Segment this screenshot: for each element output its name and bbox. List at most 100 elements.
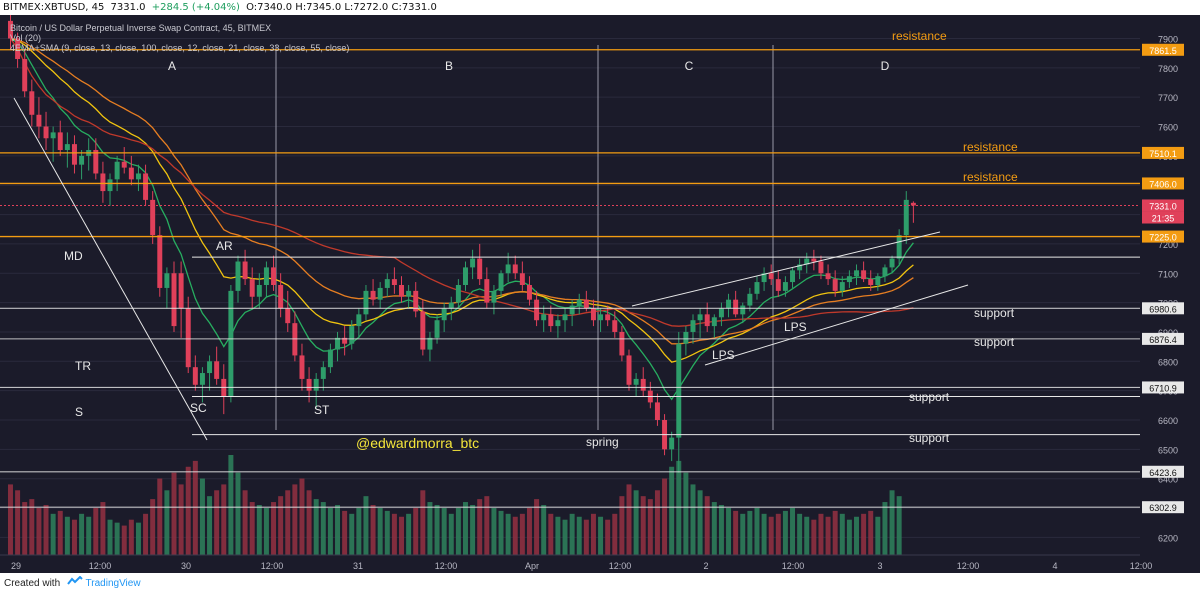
candle-body: [36, 114, 42, 127]
volume-bar: [192, 460, 198, 555]
volume-bar: [406, 513, 412, 555]
volume-bar: [782, 510, 788, 555]
candle-body: [207, 361, 213, 374]
candle-body: [868, 279, 874, 285]
candle-body: [598, 314, 604, 321]
time-tick-label: 2: [703, 561, 708, 571]
time-tick-label: 12:00: [957, 561, 980, 571]
candle-body: [903, 199, 909, 236]
candle-body: [761, 273, 767, 283]
volume-bar: [448, 513, 454, 555]
candle-body: [562, 314, 568, 321]
volume-bar: [889, 490, 895, 555]
volume-bar: [22, 502, 28, 555]
volume-bar: [157, 478, 163, 555]
candle-body: [107, 179, 113, 192]
volume-bar: [143, 513, 149, 555]
candle-body: [306, 378, 312, 391]
price-tick-label: 6400: [1158, 475, 1178, 485]
price-flag-label: 6710.9: [1149, 383, 1177, 393]
candle-body: [370, 290, 376, 300]
candle-body: [718, 308, 724, 318]
volume-bar: [484, 496, 490, 555]
volume-bar: [327, 507, 333, 555]
volume-bar: [761, 513, 767, 555]
time-tick-label: Apr: [525, 561, 539, 571]
candle-body: [192, 367, 198, 385]
price-flag-label: 21:35: [1152, 214, 1175, 224]
candle-body: [576, 299, 582, 306]
candle-body: [178, 273, 184, 309]
candle-body: [356, 314, 362, 327]
candle-body: [910, 202, 916, 206]
symbol-header: BITMEX:XBTUSD, 45 7331.0 +284.5 (+4.04%)…: [0, 0, 1200, 15]
candle-body: [434, 320, 440, 338]
volume-bar: [342, 510, 348, 555]
candle-body: [697, 314, 703, 321]
candle-body: [121, 161, 127, 168]
candle-body: [377, 287, 383, 300]
candle-body: [135, 173, 141, 180]
volume-bar: [612, 513, 618, 555]
candle-body: [199, 373, 205, 385]
candle-body: [285, 308, 291, 324]
time-tick-label: 4: [1052, 561, 1057, 571]
sc-label: SC: [190, 401, 207, 415]
price-flag-label: 7861.5: [1149, 46, 1177, 56]
candle-body: [825, 273, 831, 280]
candle-body: [71, 144, 77, 165]
price-flag: [1142, 332, 1184, 345]
price-flag: [1142, 146, 1184, 159]
candle-body: [590, 308, 596, 321]
candle-body: [448, 302, 454, 309]
volume-bar: [228, 455, 234, 555]
candle-body: [654, 402, 660, 420]
candle-body: [363, 290, 369, 315]
candle-body: [498, 273, 504, 291]
tradingview-brand[interactable]: TradingView: [85, 578, 141, 590]
volume-bar: [626, 484, 632, 555]
candle-body: [768, 273, 774, 280]
volume-bar: [320, 502, 326, 555]
tradingview-logo-icon: [67, 573, 83, 594]
volume-bar: [356, 507, 362, 555]
volume-bar: [391, 513, 397, 555]
candle-body: [299, 355, 305, 379]
candle-body: [839, 282, 845, 291]
volume-bar: [534, 499, 540, 555]
time-tick-label: 31: [353, 561, 363, 571]
price-flag-label: 7331.0: [1149, 201, 1177, 211]
candle-body: [669, 437, 675, 450]
candle-body: [114, 161, 120, 180]
candle-body: [22, 59, 28, 92]
volume-bar: [306, 490, 312, 555]
candle-body: [740, 305, 746, 315]
candle-body: [640, 378, 646, 391]
candle-body: [477, 258, 483, 280]
volume-bar: [526, 507, 532, 555]
volume-bar: [71, 519, 77, 555]
price-flag: [1142, 211, 1184, 224]
candle-body: [797, 264, 803, 271]
candle-body: [313, 378, 319, 391]
candle-body: [278, 285, 284, 309]
resistance-label: resistance: [963, 170, 1018, 184]
candle-body: [271, 267, 277, 285]
candle-body: [548, 314, 554, 327]
candle-body: [526, 285, 532, 300]
candle-body: [889, 258, 895, 268]
volume-bar: [669, 466, 675, 555]
volume-bar: [235, 472, 241, 555]
channel-upper-line: [631, 231, 941, 307]
volume-bar: [36, 507, 42, 555]
candle-body: [150, 199, 156, 236]
symbol-label[interactable]: BITMEX:XBTUSD, 45: [3, 2, 105, 13]
price-flag-label: 6302.9: [1149, 503, 1177, 513]
volume-bar: [292, 484, 298, 555]
candle-body: [463, 267, 468, 285]
candle-body: [164, 273, 170, 288]
price-flag: [1142, 43, 1184, 56]
volume-bar: [548, 513, 554, 555]
ema-indicator-label: 4EMA+SMA (9, close, 13, close, 100, clos…: [10, 43, 349, 53]
